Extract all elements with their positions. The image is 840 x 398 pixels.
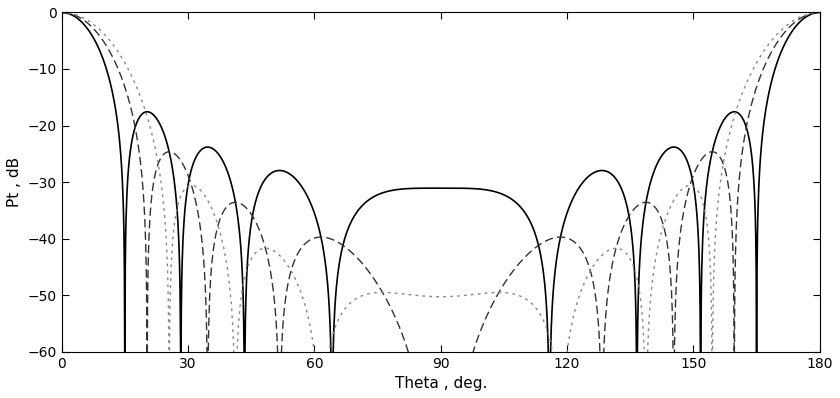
Y-axis label: Pt , dB: Pt , dB [7,157,22,207]
X-axis label: Theta , deg.: Theta , deg. [395,376,487,391]
